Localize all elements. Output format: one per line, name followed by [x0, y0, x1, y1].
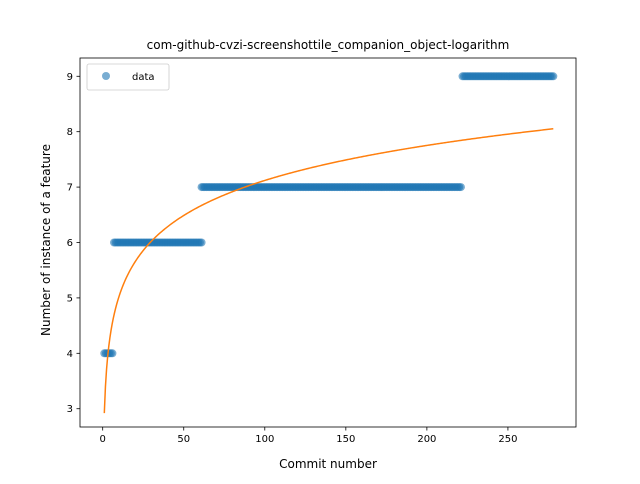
y-axis: 3 4 5 6 7 8 9 [67, 72, 80, 415]
y-axis-label: Number of instance of a feature [39, 144, 53, 336]
x-tick-label: 100 [255, 434, 274, 445]
y-tick-label: 3 [67, 404, 73, 415]
data-point [456, 183, 465, 192]
fit-line [103, 128, 554, 414]
x-tick-label: 250 [498, 434, 517, 445]
legend: data [86, 63, 170, 91]
y-tick-label: 7 [67, 183, 73, 194]
plot-area [79, 57, 577, 428]
legend-label: data [132, 72, 155, 83]
y-tick-label: 5 [67, 293, 73, 304]
x-axis: 0 50 100 150 200 250 [100, 427, 517, 445]
y-tick-label: 9 [67, 72, 73, 83]
y-tick-label: 6 [67, 238, 73, 249]
data-point [549, 72, 558, 81]
data-points [100, 72, 558, 358]
legend-box [86, 63, 170, 91]
x-tick-label: 50 [177, 434, 190, 445]
x-tick-label: 150 [336, 434, 355, 445]
chart-title: com-github-cvzi-screenshottile_companion… [147, 38, 510, 52]
x-tick-label: 0 [100, 434, 106, 445]
x-tick-label: 200 [417, 434, 436, 445]
data-point [197, 238, 206, 247]
x-axis-label: Commit number [279, 457, 377, 471]
data-point [108, 349, 117, 358]
legend-marker [102, 72, 110, 80]
y-tick-label: 8 [67, 127, 73, 138]
y-tick-label: 4 [67, 349, 73, 360]
